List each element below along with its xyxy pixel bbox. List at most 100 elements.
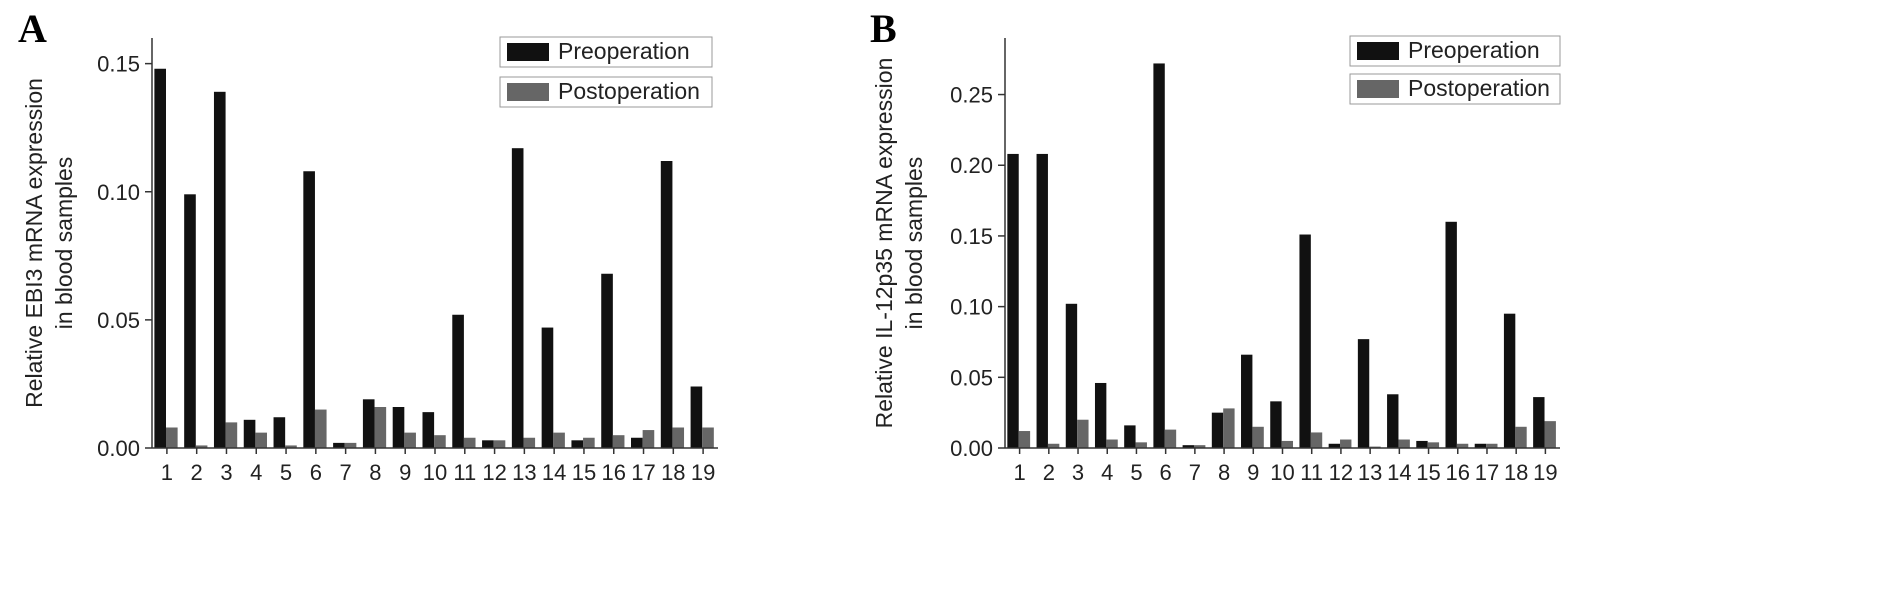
bar-preoperation-8 (1211, 412, 1224, 448)
y-tick-label: 0.10 (950, 295, 993, 320)
bar-postoperation-19 (702, 427, 714, 448)
bar-postoperation-2 (1047, 443, 1060, 448)
bar-postoperation-9 (404, 432, 416, 449)
bar-postoperation-3 (1077, 419, 1089, 448)
bar-preoperation-11 (1299, 234, 1311, 448)
bar-postoperation-14 (1398, 439, 1410, 448)
bar-postoperation-17 (642, 430, 655, 448)
legend-swatch-postoperation (1357, 80, 1399, 98)
bar-preoperation-2 (1036, 153, 1048, 448)
bar-preoperation-18 (1503, 313, 1516, 448)
legend-label-postoperation: Postoperation (558, 78, 700, 104)
bar-preoperation-15 (1416, 440, 1428, 448)
legend-swatch-preoperation (507, 43, 549, 61)
bar-preoperation-2 (184, 194, 196, 448)
x-tick-label: 12 (482, 460, 506, 485)
x-tick-label: 3 (220, 460, 232, 485)
panel-a: A0.000.050.100.151 2 3 4 5 6 7 8 9 10 11 12 13 14 15 16… (18, 6, 718, 485)
x-tick-label: 19 (1533, 460, 1557, 485)
bar-preoperation-17 (1474, 443, 1487, 448)
y-tick-label: 0.00 (97, 436, 140, 461)
x-tick-label: 17 (1475, 460, 1499, 485)
x-tick-label: 14 (1387, 460, 1411, 485)
bar-postoperation-1 (1018, 431, 1031, 448)
bar-preoperation-8 (362, 399, 375, 448)
bar-preoperation-4 (1094, 382, 1107, 448)
bar-postoperation-15 (583, 437, 595, 448)
x-tick-label: 19 (691, 460, 715, 485)
bar-preoperation-14 (541, 327, 554, 448)
bar-postoperation-7 (1193, 445, 1206, 448)
x-tick-label: 12 (1329, 460, 1353, 485)
x-tick-label: 7 (340, 460, 352, 485)
bar-preoperation-5 (273, 417, 286, 448)
bar-preoperation-6 (1153, 63, 1165, 448)
bar-preoperation-12 (482, 440, 494, 448)
bar-preoperation-14 (1387, 394, 1399, 448)
y-tick-label: 0.25 (950, 83, 993, 108)
bar-postoperation-4 (255, 432, 267, 449)
y-axis-label: in blood samples (901, 157, 927, 330)
x-tick-label: 9 (1247, 460, 1259, 485)
bar-postoperation-10 (1281, 440, 1294, 448)
bar-preoperation-3 (1065, 303, 1078, 448)
x-tick-label: 8 (1218, 460, 1230, 485)
x-tick-label: 8 (369, 460, 381, 485)
y-tick-label: 0.15 (950, 224, 993, 249)
x-tick-label: 10 (1270, 460, 1294, 485)
bar-postoperation-5 (285, 445, 297, 448)
bar-preoperation-3 (213, 91, 226, 448)
bar-postoperation-19 (1544, 421, 1556, 448)
x-tick-label: 6 (1160, 460, 1172, 485)
x-tick-label: 4 (1101, 460, 1113, 485)
bar-preoperation-16 (601, 273, 613, 448)
legend-label-preoperation: Preoperation (1408, 37, 1540, 63)
bar-preoperation-6 (303, 171, 315, 448)
y-axis-label: Relative EBI3 mRNA expression (21, 78, 47, 408)
bar-postoperation-11 (463, 437, 476, 448)
bar-preoperation-9 (1241, 354, 1253, 448)
bar-preoperation-15 (571, 440, 584, 448)
bar-preoperation-12 (1328, 443, 1341, 448)
bar-postoperation-18 (1515, 426, 1527, 448)
x-tick-label: 15 (572, 460, 596, 485)
y-axis-label: in blood samples (51, 157, 77, 330)
bar-postoperation-18 (672, 427, 685, 448)
bar-postoperation-8 (374, 407, 387, 448)
x-tick-label: 13 (512, 460, 536, 485)
y-tick-label: 0.20 (950, 153, 993, 178)
bar-postoperation-17 (1486, 443, 1498, 448)
bar-preoperation-7 (1182, 445, 1194, 448)
bar-preoperation-16 (1445, 221, 1457, 448)
y-tick-label: 0.15 (97, 52, 140, 77)
bar-postoperation-6 (1164, 429, 1177, 448)
bar-postoperation-10 (434, 435, 446, 448)
x-tick-label: 18 (661, 460, 685, 485)
panel-b: B0.000.050.100.150.200.251 2 3 4 5 6 7 8 9 10 11 12… (870, 6, 1561, 485)
x-tick-label: 11 (1300, 460, 1323, 485)
bar-preoperation-5 (1124, 425, 1136, 448)
bar-postoperation-9 (1252, 426, 1264, 448)
bar-preoperation-1 (154, 68, 166, 448)
bar-postoperation-14 (553, 432, 565, 449)
bar-postoperation-1 (166, 427, 178, 448)
x-tick-label: 9 (399, 460, 411, 485)
bar-postoperation-16 (612, 435, 625, 448)
bar-preoperation-10 (422, 412, 435, 449)
bar-preoperation-4 (243, 419, 256, 448)
x-tick-label: 6 (310, 460, 322, 485)
bar-preoperation-19 (1533, 397, 1545, 448)
panel-letter: B (870, 6, 897, 51)
bar-postoperation-6 (314, 409, 327, 448)
y-tick-label: 0.05 (950, 365, 993, 390)
bar-preoperation-1 (1007, 153, 1019, 448)
x-tick-label: 4 (250, 460, 262, 485)
bar-postoperation-11 (1310, 432, 1323, 448)
y-tick-label: 0.05 (97, 308, 140, 333)
bar-postoperation-3 (225, 422, 238, 449)
x-tick-label: 16 (1446, 460, 1470, 485)
bar-postoperation-8 (1223, 408, 1235, 448)
bar-postoperation-12 (1340, 439, 1352, 448)
bar-postoperation-13 (523, 437, 536, 448)
